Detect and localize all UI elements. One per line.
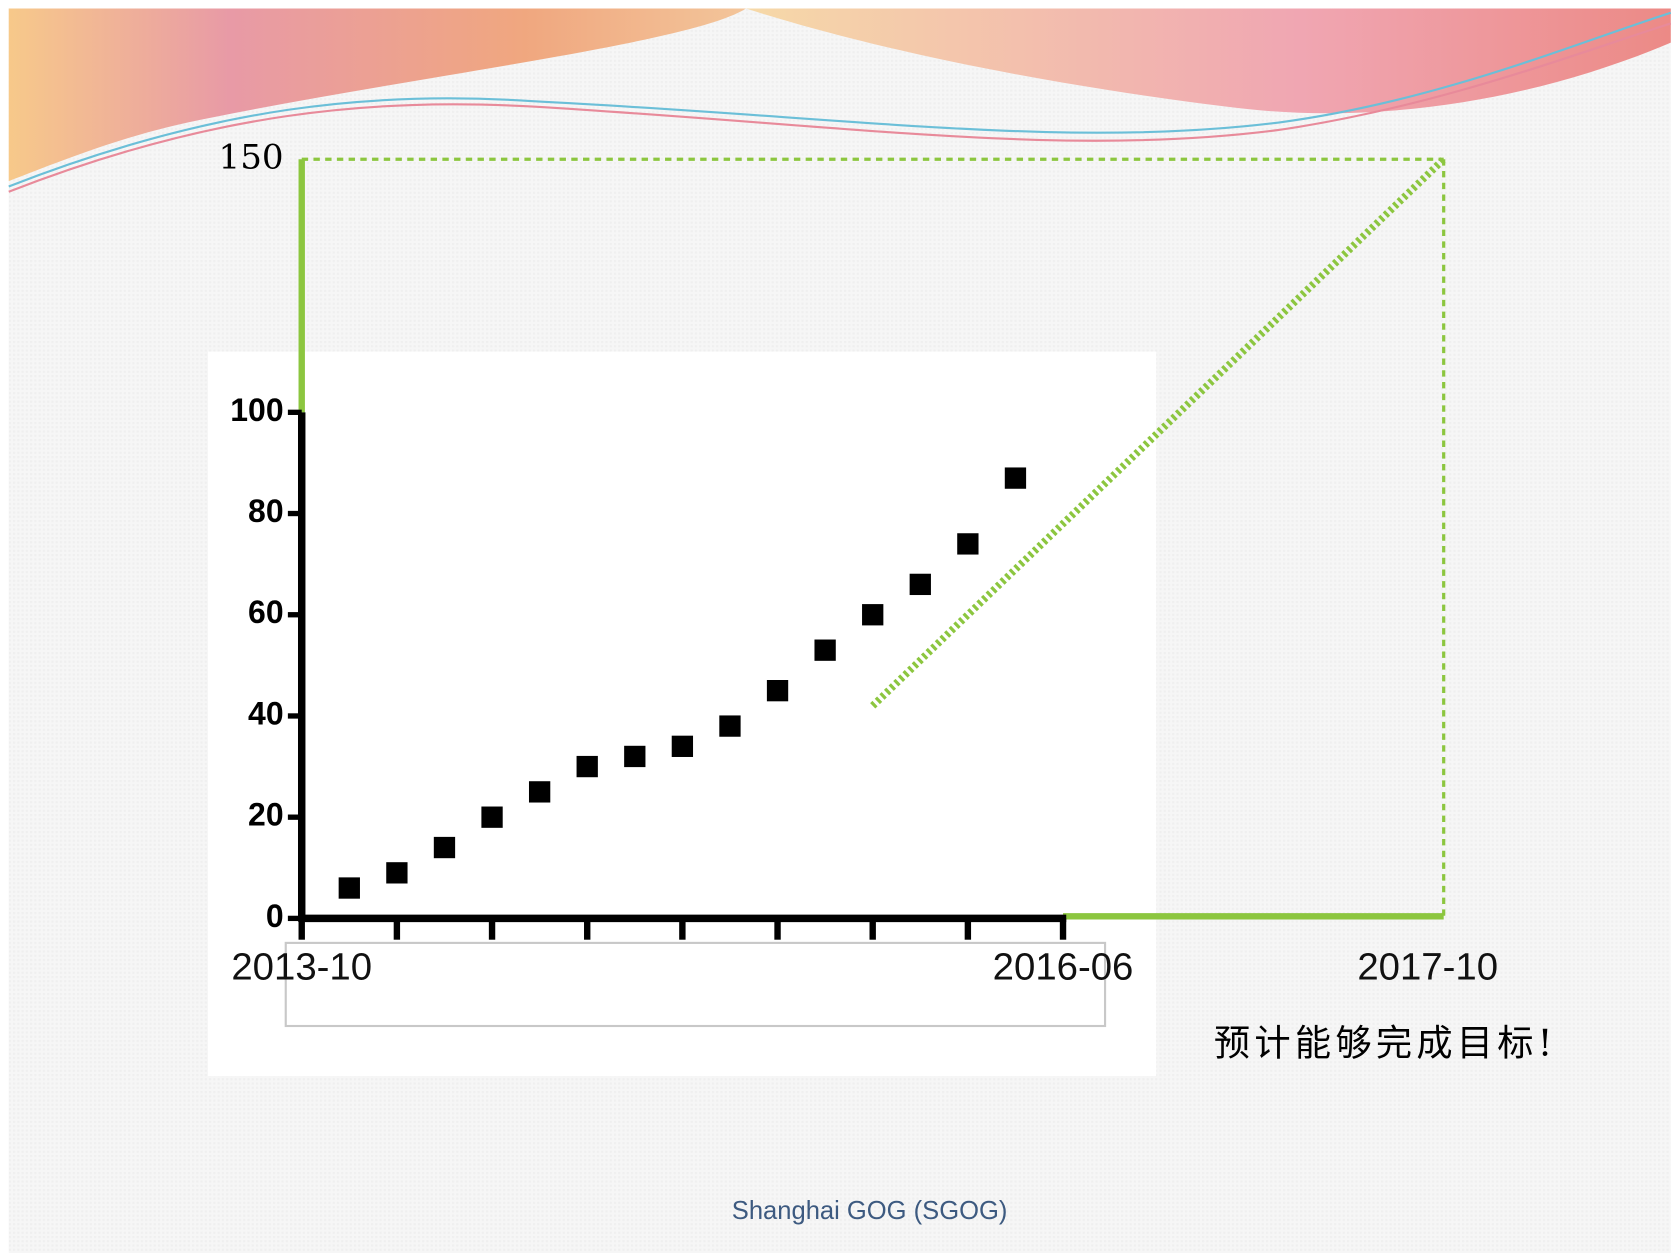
point: [909, 573, 931, 596]
y-tick-label: 0: [266, 898, 284, 934]
point: [766, 680, 789, 702]
y-tick-label: 60: [248, 594, 284, 630]
header-wave: [746, 8, 1671, 114]
header-wave: [8, 8, 747, 182]
point: [671, 735, 694, 757]
point: [338, 877, 360, 899]
point: [624, 745, 646, 768]
x-tick-label: 2017-10: [1357, 946, 1498, 989]
chart-area: [207, 351, 1157, 1077]
point: [719, 715, 741, 737]
footer: Shanghai GOG (SGOG): [732, 1197, 1008, 1225]
point: [862, 604, 884, 626]
y-tick-label: 150: [219, 137, 284, 177]
trend-line: [870, 156, 1447, 709]
point: [814, 639, 836, 661]
y-tick-label: 40: [248, 695, 284, 731]
point: [481, 806, 503, 828]
point: [433, 836, 456, 859]
x-tick-label: 2013-10: [231, 946, 372, 989]
point: [576, 755, 598, 778]
header-line: [8, 11, 1671, 188]
point: [1004, 467, 1027, 489]
y-tick-label: 100: [230, 392, 283, 428]
annotation: 预计能够完成目标!: [1214, 1022, 1557, 1065]
label-box: [284, 941, 1107, 1028]
point: [957, 533, 979, 555]
point: [528, 781, 551, 803]
point: [386, 862, 408, 884]
x-tick-label: 2016-06: [993, 946, 1134, 989]
y-tick-label: 20: [248, 797, 284, 833]
y-tick-label: 80: [248, 493, 284, 529]
header-line: [8, 22, 1671, 193]
